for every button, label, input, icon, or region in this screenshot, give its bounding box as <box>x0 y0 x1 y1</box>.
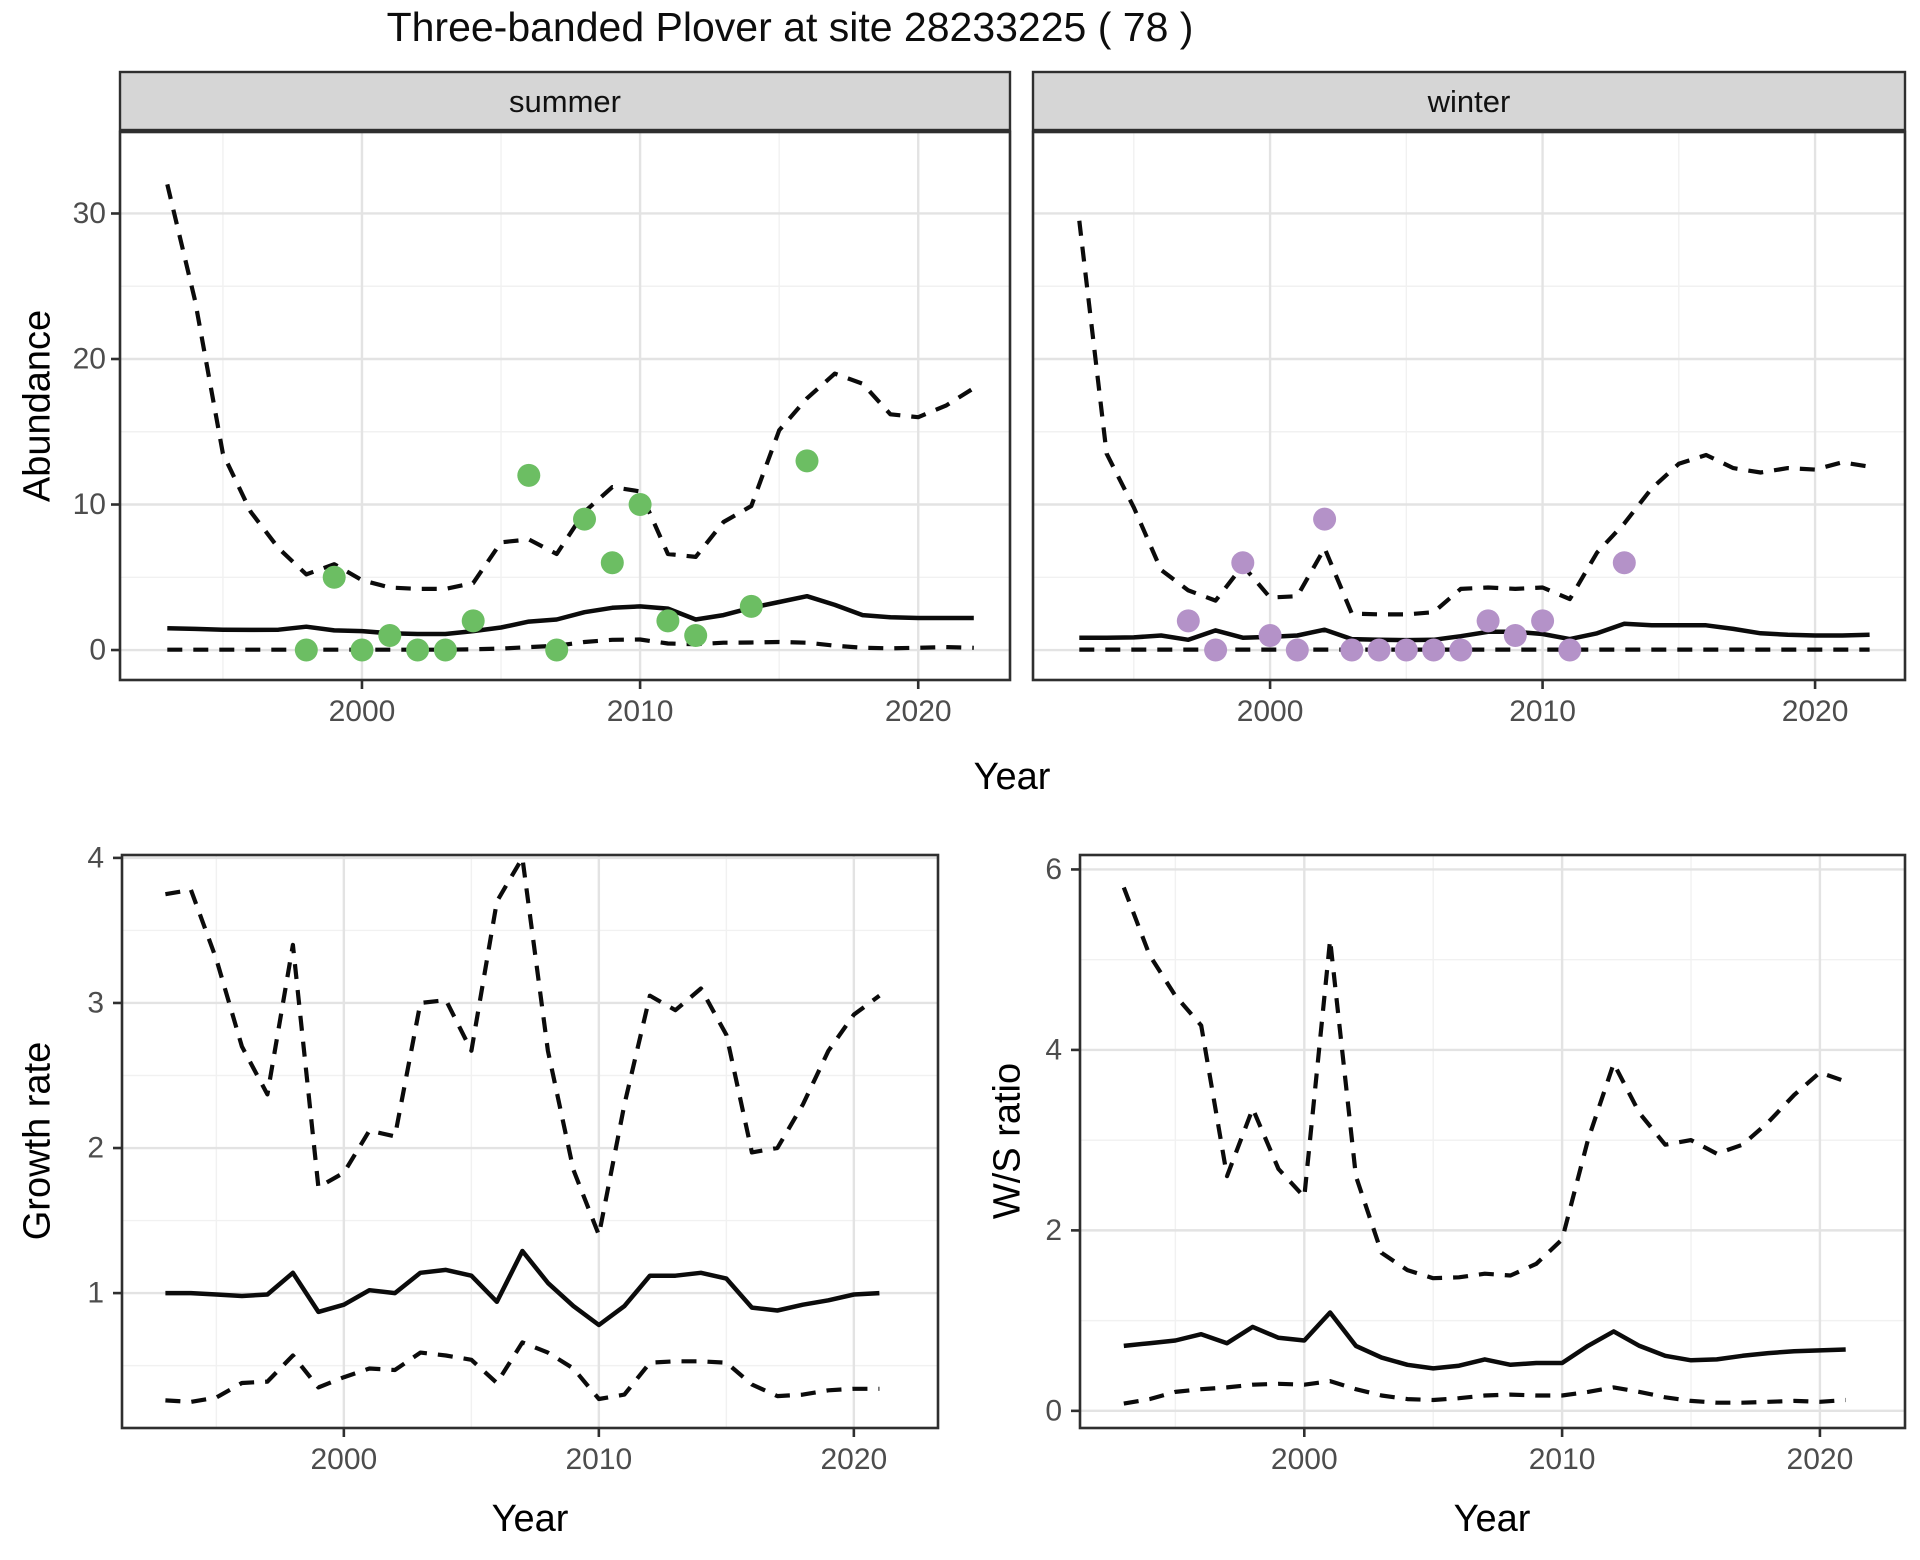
abundance-summer-upper_95ci-line <box>165 183 975 591</box>
x-tick-label: 2000 <box>1271 1443 1338 1476</box>
x-tick-label: 2010 <box>565 1443 632 1476</box>
abundance-summer-observation-point <box>684 624 708 647</box>
y-tick-label: 4 <box>87 841 104 874</box>
abundance-summer-observation-point <box>600 551 624 575</box>
growth-rate-upper_95ci-line <box>165 855 881 1238</box>
x-axis-title-year-ws: Year <box>1453 1498 1531 1540</box>
ws-ratio-upper_95ci-line <box>1121 886 1847 1281</box>
growth-rate-lower_95ci-line <box>165 1340 880 1404</box>
abundance-winter-observation-point <box>1340 638 1364 662</box>
abundance-winter-observation-point <box>1258 624 1282 647</box>
y-tick-label: 3 <box>87 986 104 1019</box>
facet-strip-label-winter: winter <box>1427 84 1511 119</box>
abundance-summer-observation-point <box>628 493 652 516</box>
ws-ratio-median_fit-line <box>1123 1310 1846 1371</box>
x-axis-title-year-growth: Year <box>491 1498 569 1540</box>
abundance-winter-observation-point <box>1176 609 1200 633</box>
abundance-winter-observation-point <box>1394 638 1418 662</box>
y-tick-label: 0 <box>1045 1394 1062 1427</box>
abundance-winter-facet-strip <box>1031 70 1907 132</box>
abundance-winter-upper_95ci-line <box>1077 220 1870 617</box>
abundance-summer-observation-point <box>656 609 680 633</box>
abundance-winter-observation-point <box>1612 551 1636 575</box>
abundance-summer-observation-point <box>461 609 485 633</box>
abundance-summer-observation-point <box>433 638 457 662</box>
abundance-winter-observation-point <box>1558 638 1582 662</box>
y-axis-title-growth-rate: Growth rate <box>16 1041 59 1241</box>
abundance-summer-observation-point <box>322 565 346 589</box>
abundance-summer-observation-point <box>517 463 541 487</box>
abundance-winter-observation-point <box>1204 638 1228 662</box>
abundance-summer-observation-point <box>795 449 819 473</box>
facet-strip-label-summer: summer <box>509 84 621 119</box>
x-tick-label: 2000 <box>329 695 396 728</box>
abundance-summer-observation-point <box>406 638 430 662</box>
y-tick-label: 1 <box>87 1277 104 1310</box>
abundance-summer-observation-point <box>294 638 318 662</box>
abundance-winter-observation-point <box>1285 638 1309 662</box>
plot-title: Three-banded Plover at site 28233225 ( 7… <box>386 4 1194 50</box>
abundance-summer-observation-point <box>350 638 374 662</box>
ws-ratio-panel-border <box>1078 853 1907 1430</box>
abundance-summer-panel-background <box>120 132 1010 680</box>
abundance-summer-observation-point <box>545 638 569 662</box>
growth-rate-median_fit-line <box>165 1248 880 1328</box>
abundance-winter-observation-point <box>1231 551 1255 575</box>
y-tick-label: 30 <box>73 197 106 230</box>
abundance-winter-observation-point <box>1449 638 1473 662</box>
growth-rate-panel-background <box>122 855 938 1428</box>
x-tick-label: 2020 <box>1787 1443 1854 1476</box>
ws-ratio-panel-background <box>1080 855 1905 1428</box>
abundance-winter-observation-point <box>1503 624 1527 647</box>
x-tick-label: 2020 <box>885 695 952 728</box>
y-tick-label: 2 <box>87 1132 104 1165</box>
growth-rate-panel-border <box>120 853 940 1430</box>
abundance-summer-observation-point <box>739 594 763 618</box>
x-tick-label: 2010 <box>1509 695 1576 728</box>
y-axis-title-ws-ratio: W/S ratio <box>986 1062 1029 1220</box>
abundance-summer-observation-point <box>378 624 402 647</box>
x-axis-title-year-top: Year <box>973 756 1051 798</box>
abundance-winter-observation-point <box>1531 609 1555 633</box>
abundance-winter-observation-point <box>1476 609 1500 633</box>
x-tick-label: 2010 <box>607 695 674 728</box>
abundance-summer-median_fit-line <box>167 593 974 637</box>
x-tick-label: 2020 <box>1782 695 1849 728</box>
y-tick-label: 10 <box>73 488 106 521</box>
y-axis-title-abundance: Abundance <box>16 309 59 503</box>
x-tick-label: 2010 <box>1529 1443 1596 1476</box>
abundance-winter-observation-point <box>1313 507 1337 531</box>
x-tick-label: 2020 <box>820 1443 887 1476</box>
x-tick-label: 2000 <box>1237 695 1304 728</box>
abundance-winter-median_fit-line <box>1079 621 1870 643</box>
y-tick-label: 6 <box>1045 853 1062 886</box>
abundance-summer-panel-border <box>118 130 1012 682</box>
abundance-summer-facet-strip <box>118 70 1012 132</box>
ws-ratio-lower_95ci-line <box>1123 1379 1846 1406</box>
abundance-winter-observation-point <box>1422 638 1446 662</box>
abundance-summer-observation-point <box>573 507 596 531</box>
x-tick-label: 2000 <box>310 1443 377 1476</box>
abundance-winter-panel-border <box>1031 130 1907 682</box>
y-tick-label: 4 <box>1045 1033 1062 1066</box>
y-tick-label: 2 <box>1045 1214 1062 1247</box>
abundance-winter-observation-point <box>1367 638 1391 662</box>
y-tick-label: 20 <box>73 342 106 375</box>
y-tick-label: 0 <box>89 634 106 667</box>
